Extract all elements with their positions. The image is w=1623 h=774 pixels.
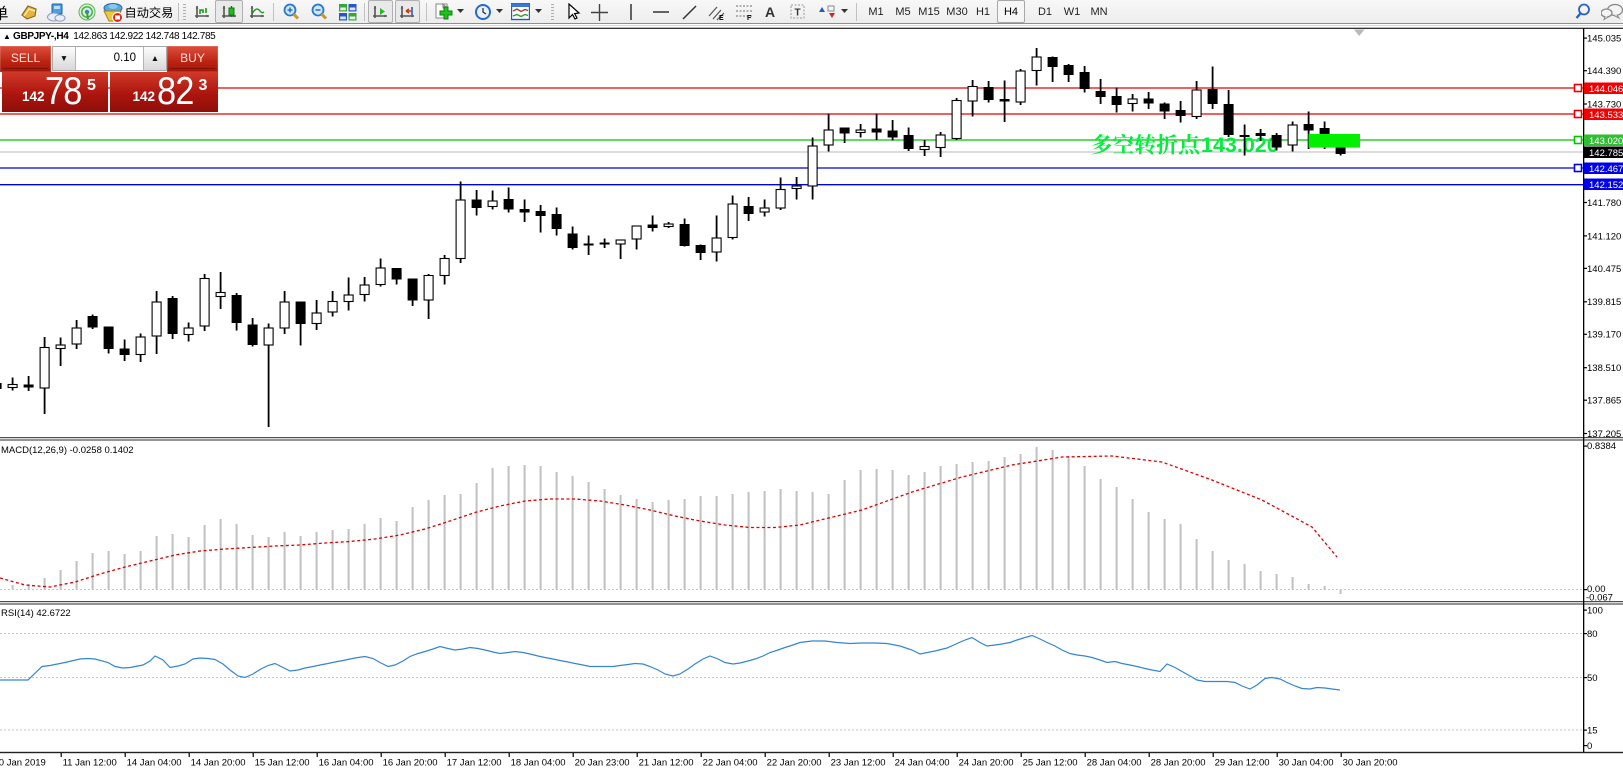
svg-text:-0.067: -0.067 xyxy=(1586,593,1613,604)
svg-text:RSI(14) 42.6722: RSI(14) 42.6722 xyxy=(1,608,71,619)
svg-text:16 Jan 04:00: 16 Jan 04:00 xyxy=(319,758,374,769)
svg-text:0: 0 xyxy=(1587,741,1592,752)
svg-text:16 Jan 20:00: 16 Jan 20:00 xyxy=(383,758,438,769)
svg-text:E: E xyxy=(719,15,724,21)
svg-text:142.467: 142.467 xyxy=(1589,164,1623,175)
svg-text:28 Jan 04:00: 28 Jan 04:00 xyxy=(1087,758,1142,769)
svg-text:141.120: 141.120 xyxy=(1587,231,1621,242)
svg-text:15 Jan 12:00: 15 Jan 12:00 xyxy=(255,758,310,769)
svg-text:21 Jan 12:00: 21 Jan 12:00 xyxy=(639,758,694,769)
svg-text:143.533: 143.533 xyxy=(1589,110,1623,121)
svg-text:10 Jan 2019: 10 Jan 2019 xyxy=(0,758,46,769)
svg-text:22 Jan 04:00: 22 Jan 04:00 xyxy=(703,758,758,769)
svg-text:144.046: 144.046 xyxy=(1589,84,1623,95)
svg-text:14 Jan 20:00: 14 Jan 20:00 xyxy=(191,758,246,769)
svg-text:30 Jan 04:00: 30 Jan 04:00 xyxy=(1279,758,1334,769)
svg-text:139.170: 139.170 xyxy=(1587,330,1621,341)
svg-text:20 Jan 23:00: 20 Jan 23:00 xyxy=(575,758,630,769)
svg-text:29 Jan 12:00: 29 Jan 12:00 xyxy=(1215,758,1270,769)
svg-text:137.865: 137.865 xyxy=(1587,396,1621,407)
svg-text:24 Jan 20:00: 24 Jan 20:00 xyxy=(959,758,1014,769)
svg-text:142.152: 142.152 xyxy=(1589,180,1623,191)
svg-text:18 Jan 04:00: 18 Jan 04:00 xyxy=(511,758,566,769)
svg-text:143.730: 143.730 xyxy=(1587,99,1621,110)
svg-text:MACD(12,26,9) -0.0258 0.1402: MACD(12,26,9) -0.0258 0.1402 xyxy=(1,445,134,456)
svg-text:143.020: 143.020 xyxy=(1589,136,1623,147)
svg-text:50: 50 xyxy=(1587,673,1598,684)
svg-text:30 Jan 20:00: 30 Jan 20:00 xyxy=(1343,758,1398,769)
svg-text:140.475: 140.475 xyxy=(1587,264,1621,275)
svg-text:137.205: 137.205 xyxy=(1587,429,1621,440)
svg-text:28 Jan 20:00: 28 Jan 20:00 xyxy=(1151,758,1206,769)
svg-text:22 Jan 20:00: 22 Jan 20:00 xyxy=(767,758,822,769)
svg-text:80: 80 xyxy=(1587,629,1598,640)
svg-text:25 Jan 12:00: 25 Jan 12:00 xyxy=(1023,758,1078,769)
svg-text:100: 100 xyxy=(1587,606,1603,617)
svg-text:139.815: 139.815 xyxy=(1587,297,1621,308)
svg-text:0.00: 0.00 xyxy=(1587,584,1606,595)
svg-text:0.8384: 0.8384 xyxy=(1587,441,1616,452)
svg-text:11 Jan 12:00: 11 Jan 12:00 xyxy=(63,758,117,769)
svg-text:144.390: 144.390 xyxy=(1587,66,1621,77)
svg-text:24 Jan 04:00: 24 Jan 04:00 xyxy=(895,758,950,769)
svg-text:141.780: 141.780 xyxy=(1587,198,1621,209)
svg-text:15: 15 xyxy=(1587,726,1598,737)
svg-text:T: T xyxy=(795,8,801,19)
svg-text:145.035: 145.035 xyxy=(1587,34,1621,45)
svg-text:23 Jan 12:00: 23 Jan 12:00 xyxy=(831,758,886,769)
svg-text:14 Jan 04:00: 14 Jan 04:00 xyxy=(127,758,182,769)
svg-text:142.785: 142.785 xyxy=(1589,148,1623,159)
svg-text:F: F xyxy=(747,15,752,21)
svg-text:17 Jan 12:00: 17 Jan 12:00 xyxy=(447,758,502,769)
svg-text:138.510: 138.510 xyxy=(1587,363,1621,374)
